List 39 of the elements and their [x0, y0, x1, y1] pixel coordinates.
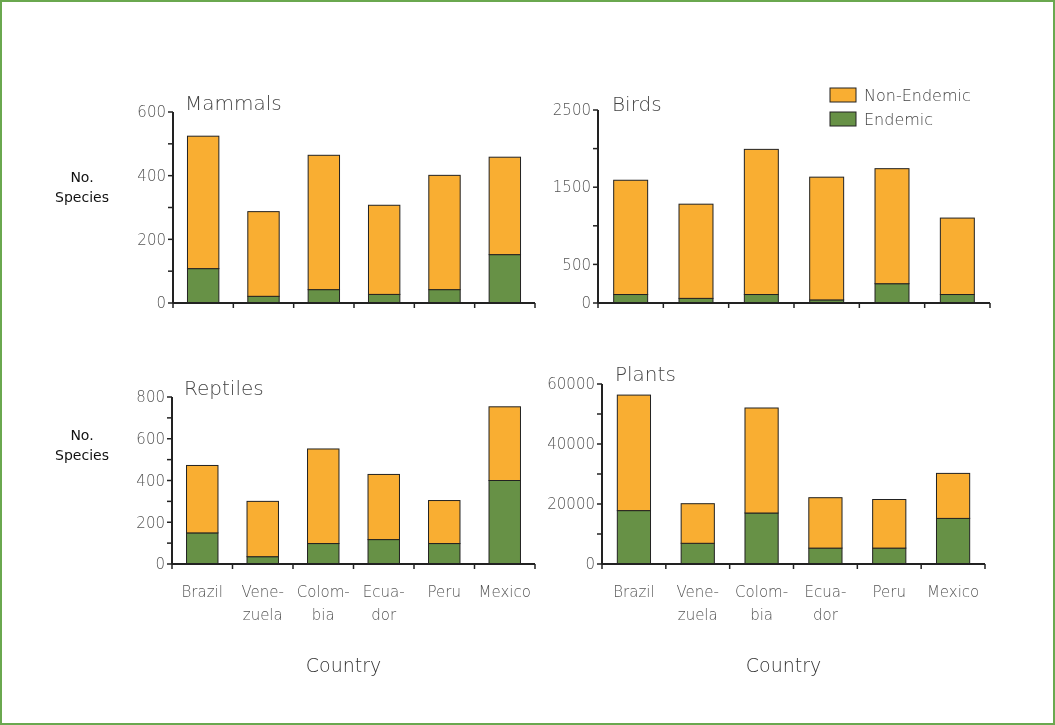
y-tick-label: 40000	[547, 435, 595, 454]
legend-label: Endemic	[864, 109, 934, 129]
chart-title: Reptiles	[184, 376, 264, 400]
y-tick-label: 20000	[547, 495, 595, 514]
x-tick-label: Vene- zuela	[241, 583, 284, 624]
y-axis-title: No. Species	[55, 169, 109, 205]
x-tick-label: Mexico	[478, 583, 531, 601]
y-tick-label: 0	[155, 555, 165, 574]
x-axis-title: Country	[305, 654, 382, 676]
y-tick-label: 600	[136, 430, 165, 448]
x-tick-label: Ecua- dor	[362, 583, 405, 624]
chart-title: Mammals	[185, 91, 282, 115]
legend-label: Non-Endemic	[864, 85, 971, 105]
x-tick-label: Colom- bia	[735, 583, 789, 624]
x-tick-label: Peru	[427, 583, 461, 601]
x-tick-label: Vene- zuela	[676, 583, 719, 624]
y-tick-label: 0	[585, 555, 595, 574]
x-axis-title: Country	[745, 654, 822, 676]
y-tick-label: 0	[156, 294, 166, 313]
x-tick-label: Peru	[872, 583, 906, 601]
x-tick-label: Brazil	[181, 583, 223, 601]
y-tick-label: 200	[136, 513, 165, 532]
x-tick-label: Ecua- dor	[804, 583, 847, 624]
x-tick-label: Mexico	[926, 583, 980, 601]
x-tick-label: Brazil	[613, 583, 655, 601]
x-tick-label: Colom- bia	[296, 583, 350, 624]
y-tick-label: 400	[137, 166, 166, 185]
y-tick-label: 400	[136, 471, 165, 490]
y-axis-title: No. Species	[55, 427, 109, 463]
y-tick-label: 600	[137, 103, 166, 122]
y-tick-label: 60000	[547, 375, 595, 394]
y-tick-label: 2500	[552, 101, 591, 120]
chart-title: Plants	[615, 362, 676, 386]
y-tick-label: 1500	[552, 178, 591, 197]
y-tick-label: 800	[136, 388, 165, 407]
y-tick-label: 0	[581, 294, 591, 313]
chart-title: Birds	[612, 92, 662, 116]
y-tick-label: 500	[562, 255, 591, 274]
y-tick-label: 200	[137, 230, 166, 249]
